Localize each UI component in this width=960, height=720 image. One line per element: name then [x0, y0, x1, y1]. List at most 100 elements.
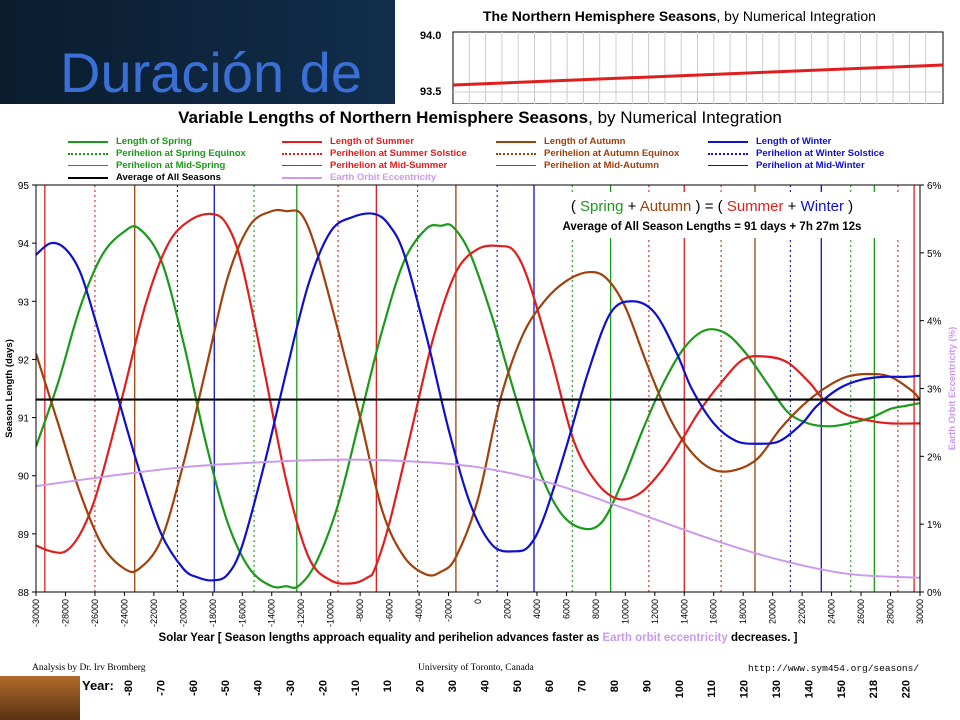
footer-institution: University of Toronto, Canada — [418, 663, 534, 673]
annotation-average: Average of All Season Lengths = 91 days … — [563, 221, 862, 233]
series-line — [36, 458, 920, 579]
year-tick-label: 20 — [415, 680, 427, 692]
year-tick-label: 30 — [447, 680, 459, 692]
year-tick-label: 80 — [609, 680, 621, 692]
year-tick-label: 110 — [706, 680, 718, 698]
year-tick-label: 10 — [382, 680, 394, 692]
x-tick-label: -6000 — [385, 599, 395, 622]
x-tick-label: -18000 — [208, 599, 218, 627]
y-axis-label: Season Length (days) — [4, 339, 15, 438]
x-tick-label: 6000 — [561, 599, 571, 619]
year-tick-label: 40 — [479, 680, 491, 692]
x-tick-label: 20000 — [768, 599, 778, 624]
x-tick-label: 2000 — [502, 599, 512, 619]
year-tick-label: -10 — [350, 680, 362, 696]
year-tick-label: 90 — [641, 680, 653, 692]
year-tick-label: 140 — [803, 680, 815, 698]
background-chart: The Northern Hemisphere Seasons, by Nume… — [395, 0, 960, 104]
landscape-photo-strip — [0, 676, 80, 720]
legend-label: Earth Orbit Eccentricity — [330, 172, 437, 183]
legend-label: Perihelion at Mid-Summer — [330, 160, 448, 171]
y2-tick-label: 3% — [927, 385, 942, 396]
x-tick-label: -12000 — [296, 599, 306, 627]
legend-label: Length of Autumn — [544, 136, 626, 147]
legend-label: Perihelion at Mid-Autumn — [544, 160, 660, 171]
x-tick-label: 10000 — [620, 599, 630, 624]
series-line — [36, 212, 920, 585]
x-tick-label: 16000 — [709, 599, 719, 624]
year-tick-label: 130 — [771, 680, 783, 698]
background-chart-plot — [452, 31, 944, 104]
x-tick-label: -26000 — [90, 599, 100, 627]
y-tick-label: 93 — [18, 297, 30, 308]
y2-axis-label: Earth Orbit Eccentricity (%) — [947, 327, 958, 451]
legend-swatch — [496, 153, 536, 155]
x-axis-label: Solar Year [ Season lengths approach equ… — [159, 632, 798, 644]
background-chart-tick: 94.0 — [420, 30, 442, 42]
chart-title: Variable Lengths of Northern Hemisphere … — [178, 108, 782, 127]
x-tick-label: -14000 — [267, 599, 277, 627]
footer-url: http://www.sym454.org/seasons/ — [748, 663, 920, 674]
legend-label: Length of Winter — [756, 136, 832, 147]
legend-swatch — [708, 165, 748, 166]
legend-label: Average of All Seasons — [116, 172, 221, 183]
chart-panel: Variable Lengths of Northern Hemisphere … — [0, 104, 960, 660]
y2-tick-label: 2% — [927, 452, 942, 463]
year-tick-label: 120 — [739, 680, 751, 698]
year-tick-label: 60 — [544, 680, 556, 692]
y-tick-label: 91 — [18, 414, 30, 425]
legend-swatch — [496, 141, 536, 143]
series-line — [36, 223, 920, 589]
legend-swatch — [68, 141, 108, 143]
x-tick-label: 22000 — [797, 599, 807, 624]
y-tick-label: 92 — [18, 355, 30, 366]
series-line — [36, 212, 920, 582]
legend-swatch — [68, 153, 108, 155]
y-tick-label: 95 — [18, 181, 30, 192]
legend-swatch — [708, 141, 748, 143]
x-tick-label: 26000 — [856, 599, 866, 624]
x-tick-label: 18000 — [738, 599, 748, 624]
annotation-box — [535, 192, 905, 238]
x-tick-label: 8000 — [591, 599, 601, 619]
x-tick-label: -2000 — [444, 599, 454, 622]
legend-swatch — [282, 141, 322, 143]
legend-swatch — [708, 153, 748, 155]
x-tick-label: 14000 — [679, 599, 689, 624]
year-tick-label: -50 — [220, 680, 232, 696]
legend-swatch — [68, 165, 108, 166]
year-tick-label: -30 — [285, 680, 297, 696]
year-tick-label: 150 — [836, 680, 848, 698]
legend-label: Perihelion at Mid-Winter — [756, 160, 865, 171]
year-tick-label: -60 — [188, 680, 200, 696]
y-tick-label: 89 — [18, 530, 30, 541]
year-tick-label: 218 — [868, 680, 880, 698]
x-tick-label: 28000 — [886, 599, 896, 624]
year-tick-label: 100 — [674, 680, 686, 698]
x-tick-label: 30000 — [915, 599, 925, 624]
legend-label: Perihelion at Winter Solstice — [756, 148, 885, 159]
year-tick-label: -70 — [155, 680, 167, 696]
footer-author: Analysis by Dr. Irv Bromberg — [32, 663, 146, 673]
legend-label: Perihelion at Mid-Spring — [116, 160, 226, 171]
legend-swatch — [496, 165, 536, 166]
x-tick-label: 4000 — [532, 599, 542, 619]
year-tick-label: -80 — [123, 680, 135, 696]
x-tick-label: -22000 — [149, 599, 159, 627]
y-tick-label: 90 — [18, 472, 30, 483]
legend-label: Perihelion at Autumn Equinox — [544, 148, 680, 159]
year-label: Year: — [82, 678, 114, 693]
legend-swatch — [282, 153, 322, 155]
legend-swatch — [282, 177, 322, 179]
year-tick-label: 50 — [512, 680, 524, 692]
chart-plot: 88 89 90 91 92 93 94 95 0% 1% 2% 3% 4% 5% 6% -30000 -280… — [4, 181, 958, 644]
x-tick-label: 0 — [473, 599, 483, 604]
year-tick-label: -20 — [317, 680, 329, 696]
x-tick-label: -4000 — [414, 599, 424, 622]
x-tick-label: 12000 — [650, 599, 660, 624]
legend-label: Perihelion at Summer Solstice — [330, 148, 467, 159]
y2-tick-label: 4% — [927, 317, 942, 328]
chart-footer: Analysis by Dr. Irv Bromberg University … — [0, 660, 960, 676]
x-tick-label: -30000 — [31, 599, 41, 627]
x-tick-label: -28000 — [60, 599, 70, 627]
